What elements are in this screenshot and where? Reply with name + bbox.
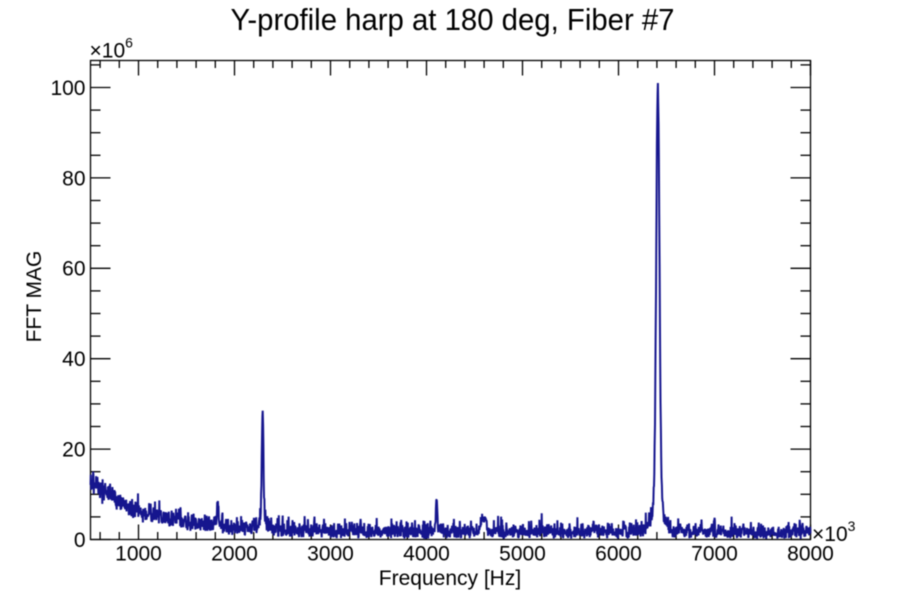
svg-text:FFT MAG: FFT MAG (23, 251, 46, 343)
svg-text:6000: 6000 (595, 543, 642, 566)
svg-text:60: 60 (62, 258, 85, 281)
svg-text:4000: 4000 (403, 543, 450, 566)
svg-text:Y-profile harp at 180 deg, Fib: Y-profile harp at 180 deg, Fiber #7 (231, 2, 675, 37)
svg-text:8000: 8000 (787, 543, 834, 566)
svg-text:2000: 2000 (211, 543, 258, 566)
svg-text:40: 40 (62, 348, 85, 371)
svg-text:Frequency [Hz]: Frequency [Hz] (379, 567, 521, 590)
svg-text:3000: 3000 (307, 543, 354, 566)
svg-text:1000: 1000 (115, 543, 162, 566)
svg-text:100: 100 (50, 77, 85, 100)
svg-text:0: 0 (74, 529, 86, 552)
svg-text:80: 80 (62, 167, 85, 190)
svg-text:7000: 7000 (691, 543, 738, 566)
svg-text:20: 20 (62, 439, 85, 462)
svg-text:5000: 5000 (499, 543, 546, 566)
